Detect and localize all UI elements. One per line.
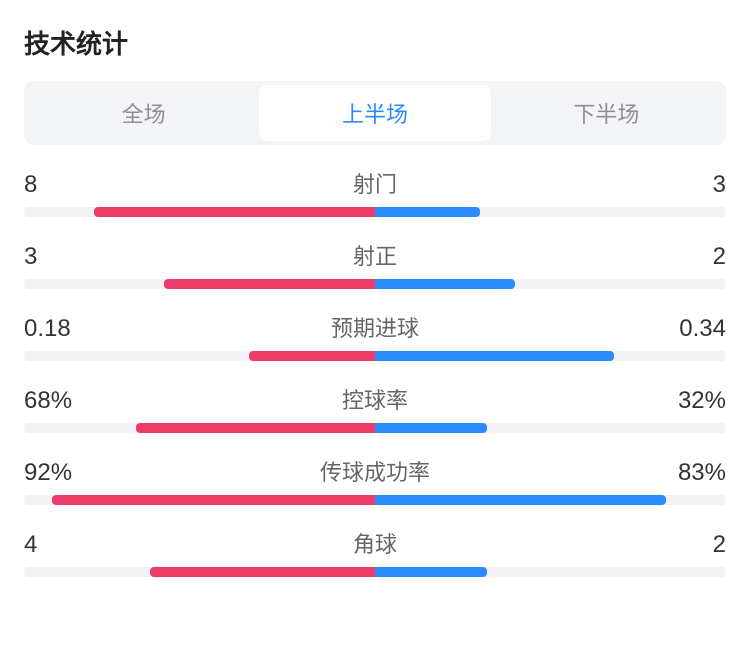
stat-label: 预期进球 [84, 311, 666, 343]
stat-bar-right [375, 567, 487, 577]
stat-label: 控球率 [84, 383, 666, 415]
stat-head: 92%传球成功率83% [24, 455, 726, 487]
stat-left-value: 3 [24, 243, 84, 271]
stat-row: 92%传球成功率83% [24, 455, 726, 505]
stat-label: 传球成功率 [84, 455, 666, 487]
page-title: 技术统计 [24, 24, 726, 61]
period-tabs: 全场 上半场 下半场 [24, 81, 726, 145]
stat-bar-track [24, 207, 726, 217]
stat-row: 3射正2 [24, 239, 726, 289]
stat-bar-track [24, 279, 726, 289]
stat-head: 8射门3 [24, 167, 726, 199]
stat-bar-track [24, 495, 726, 505]
stat-bar-left [52, 495, 375, 505]
stat-row: 0.18预期进球0.34 [24, 311, 726, 361]
stat-label: 射门 [84, 167, 666, 199]
stat-label: 角球 [84, 527, 666, 559]
stat-right-value: 32% [666, 387, 726, 415]
tab-first-half[interactable]: 上半场 [259, 85, 490, 141]
stat-right-value: 2 [666, 243, 726, 271]
stat-bar-track [24, 567, 726, 577]
stat-head: 0.18预期进球0.34 [24, 311, 726, 343]
stat-left-value: 4 [24, 531, 84, 559]
stat-bar-left [94, 207, 375, 217]
stat-left-value: 0.18 [24, 315, 84, 343]
stat-bar-track [24, 423, 726, 433]
stat-bar-right [375, 207, 480, 217]
stat-bar-right [375, 423, 487, 433]
stat-right-value: 3 [666, 171, 726, 199]
stat-row: 68%控球率32% [24, 383, 726, 433]
stat-right-value: 2 [666, 531, 726, 559]
stat-bar-left [249, 351, 375, 361]
stat-left-value: 8 [24, 171, 84, 199]
stat-row: 8射门3 [24, 167, 726, 217]
stat-label: 射正 [84, 239, 666, 271]
stat-right-value: 0.34 [666, 315, 726, 343]
stats-list: 8射门33射正20.18预期进球0.3468%控球率32%92%传球成功率83%… [24, 167, 726, 577]
stat-bar-left [150, 567, 375, 577]
stat-right-value: 83% [666, 459, 726, 487]
stat-bar-left [136, 423, 375, 433]
tab-full-time[interactable]: 全场 [28, 85, 259, 141]
stat-row: 4角球2 [24, 527, 726, 577]
stat-bar-right [375, 279, 515, 289]
stat-bar-left [164, 279, 375, 289]
stat-left-value: 92% [24, 459, 84, 487]
stat-bar-right [375, 495, 666, 505]
tab-second-half[interactable]: 下半场 [491, 85, 722, 141]
stat-head: 68%控球率32% [24, 383, 726, 415]
stat-bar-track [24, 351, 726, 361]
stat-bar-right [375, 351, 614, 361]
stat-left-value: 68% [24, 387, 84, 415]
stats-panel: 技术统计 全场 上半场 下半场 8射门33射正20.18预期进球0.3468%控… [0, 0, 750, 611]
stat-head: 4角球2 [24, 527, 726, 559]
stat-head: 3射正2 [24, 239, 726, 271]
